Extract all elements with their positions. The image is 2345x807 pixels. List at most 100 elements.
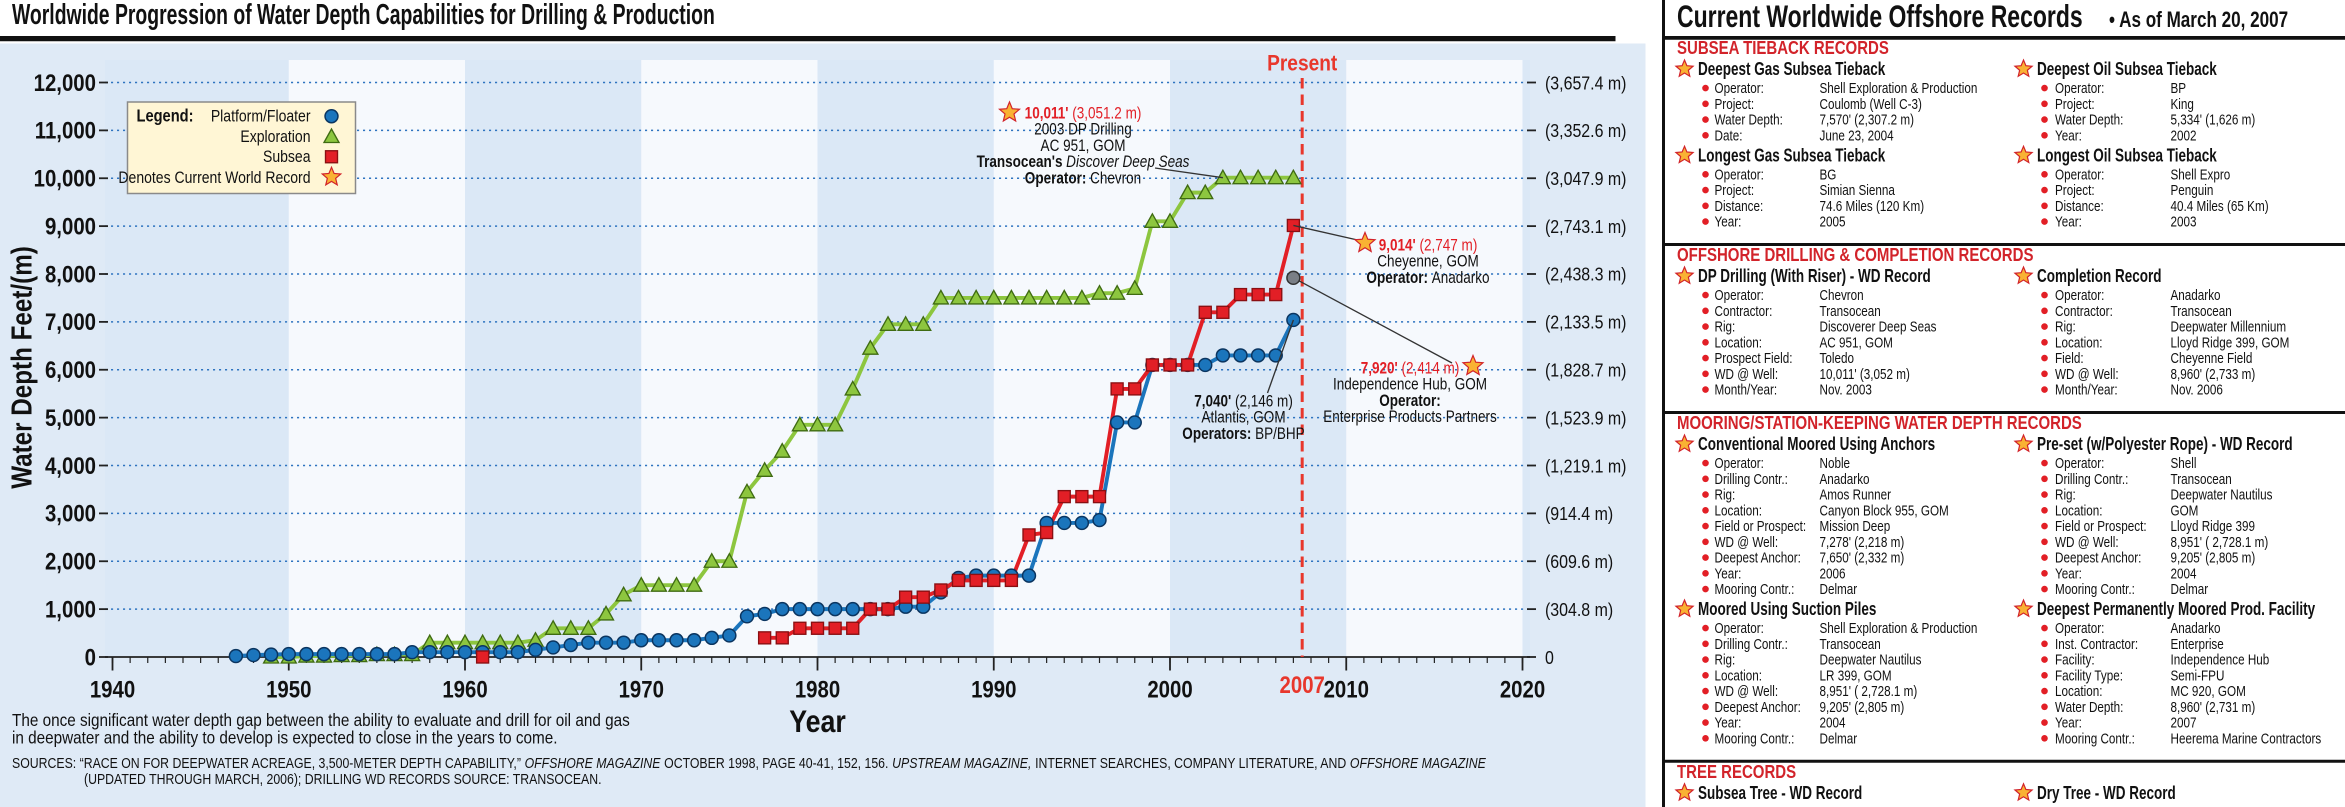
field-label: Deepest Anchor: — [2055, 549, 2141, 566]
record-star — [1674, 433, 1695, 453]
point — [1074, 515, 1090, 531]
point — [916, 590, 930, 604]
point — [773, 442, 791, 458]
point — [440, 645, 455, 660]
records-title: Current Worldwide Offshore Records — [1677, 0, 2083, 34]
field-value: BG — [1820, 166, 1837, 183]
field-label: Rig: — [2055, 318, 2076, 335]
point — [828, 621, 842, 635]
bullet — [1702, 656, 1709, 663]
field-value: 8,960' (2,731 m) — [2171, 698, 2256, 715]
record-star — [1674, 598, 1695, 618]
record-star — [2013, 144, 2034, 164]
field-label: Operator: — [1715, 620, 1764, 637]
field-value: Shell — [2171, 455, 2197, 472]
annotation-leader — [1266, 319, 1295, 394]
record-title: Longest Gas Subsea Tieback — [1698, 145, 1886, 166]
point — [493, 645, 508, 660]
point — [827, 601, 843, 617]
field-value: 2005 — [1820, 213, 1846, 230]
field-value: 7,650' (2,332 m) — [1820, 549, 1905, 566]
field-label: Rig: — [1715, 318, 1736, 335]
bullet — [1702, 202, 1709, 210]
field-label: Operator: — [2055, 166, 2104, 183]
point — [404, 645, 420, 660]
y2-tick-label: (3,352.6 m) — [1545, 120, 1626, 142]
record-title: DP Drilling (With Riser) - WD Record — [1698, 266, 1931, 287]
field-label: Mooring Contr.: — [1715, 581, 1795, 598]
field-label: Contractor: — [2055, 302, 2113, 319]
x-tick-label: 1950 — [266, 676, 311, 703]
point — [1110, 382, 1124, 396]
field-value: LR 399, GOM — [1820, 667, 1892, 684]
y2-tick-label: (1,523.9 m) — [1545, 407, 1626, 429]
point — [1090, 284, 1109, 300]
bullet — [2041, 323, 2048, 330]
field-value: 8,960' (2,733 m) — [2171, 365, 2256, 382]
bullet — [1702, 554, 1709, 561]
point — [793, 621, 807, 635]
field-value: 7,278' (2,218 m) — [1820, 533, 1905, 550]
bullet — [2041, 538, 2048, 546]
annotation-text-part: 10,011' — [1025, 104, 1069, 123]
record-star — [1674, 265, 1695, 285]
annotation-text-part: Anadarko — [1432, 269, 1490, 288]
field-label: Facility: — [2055, 651, 2095, 668]
bullet — [1702, 687, 1709, 695]
field-value: Heerema Marine Contractors — [2171, 730, 2322, 747]
bullet — [1702, 291, 1709, 299]
field-label: Distance: — [2055, 197, 2104, 214]
field-label: Location: — [2055, 683, 2102, 700]
bullet — [1702, 370, 1709, 378]
field-value: GOM — [2171, 502, 2199, 519]
annotation-leader — [1293, 224, 1358, 241]
point — [1109, 415, 1125, 430]
y-tick-label: 10,000 — [34, 165, 96, 192]
section-rule — [1665, 411, 2345, 414]
field-value: 40.4 Miles (65 Km) — [2171, 197, 2269, 214]
field-value: Toledo — [1820, 350, 1854, 367]
field-value: BP — [2171, 80, 2187, 97]
record-title: Moored Using Suction Piles — [1698, 599, 1876, 620]
point — [985, 289, 1003, 305]
field-value: Amos Runner — [1820, 486, 1892, 503]
point — [334, 646, 349, 662]
bullet — [2041, 84, 2048, 92]
field-value: 2004 — [2171, 565, 2197, 582]
field-value: Delmar — [1820, 730, 1858, 747]
bullet — [1702, 339, 1709, 346]
field-label: Operator: — [2055, 80, 2104, 97]
annotation-text-part: Operator: — [1366, 269, 1428, 288]
records-panel — [1662, 0, 2345, 807]
y-tick-label: 12,000 — [34, 69, 96, 96]
point — [879, 315, 897, 331]
point — [1127, 415, 1142, 430]
point — [1161, 212, 1179, 229]
record-star — [2013, 598, 2034, 618]
point — [616, 635, 631, 650]
bullet — [2041, 735, 2048, 742]
bullet — [2041, 171, 2048, 178]
bullet — [1702, 116, 1709, 123]
point — [1163, 358, 1177, 372]
field-label: Mooring Contr.: — [1715, 730, 1795, 747]
y2-tick-label: (3,657.4 m) — [1545, 72, 1626, 94]
y2-tick-label: (304.8 m) — [1545, 599, 1613, 621]
point — [667, 576, 686, 592]
point — [1126, 279, 1144, 296]
annotation-text-part: (2,414 m) — [1401, 359, 1459, 378]
x-axis-title: Year — [789, 705, 846, 739]
bullet — [2041, 291, 2048, 299]
point — [544, 619, 562, 635]
y-tick-label: 7,000 — [45, 309, 96, 336]
field-label: Date: — [1715, 127, 1743, 144]
field-value: Deepwater Millennium — [2171, 318, 2287, 335]
field-label: Drilling Contr.: — [2055, 470, 2128, 487]
point — [581, 635, 596, 650]
field-label: Operator: — [1715, 287, 1764, 304]
annotation-text-part: Operator: — [1025, 169, 1087, 188]
field-value: Deepwater Nautilus — [2171, 486, 2273, 503]
field-label: Field or Prospect: — [1715, 518, 1807, 535]
field-value: Semi-FPU — [2171, 667, 2225, 684]
field-value: Enterprise — [2171, 635, 2224, 652]
